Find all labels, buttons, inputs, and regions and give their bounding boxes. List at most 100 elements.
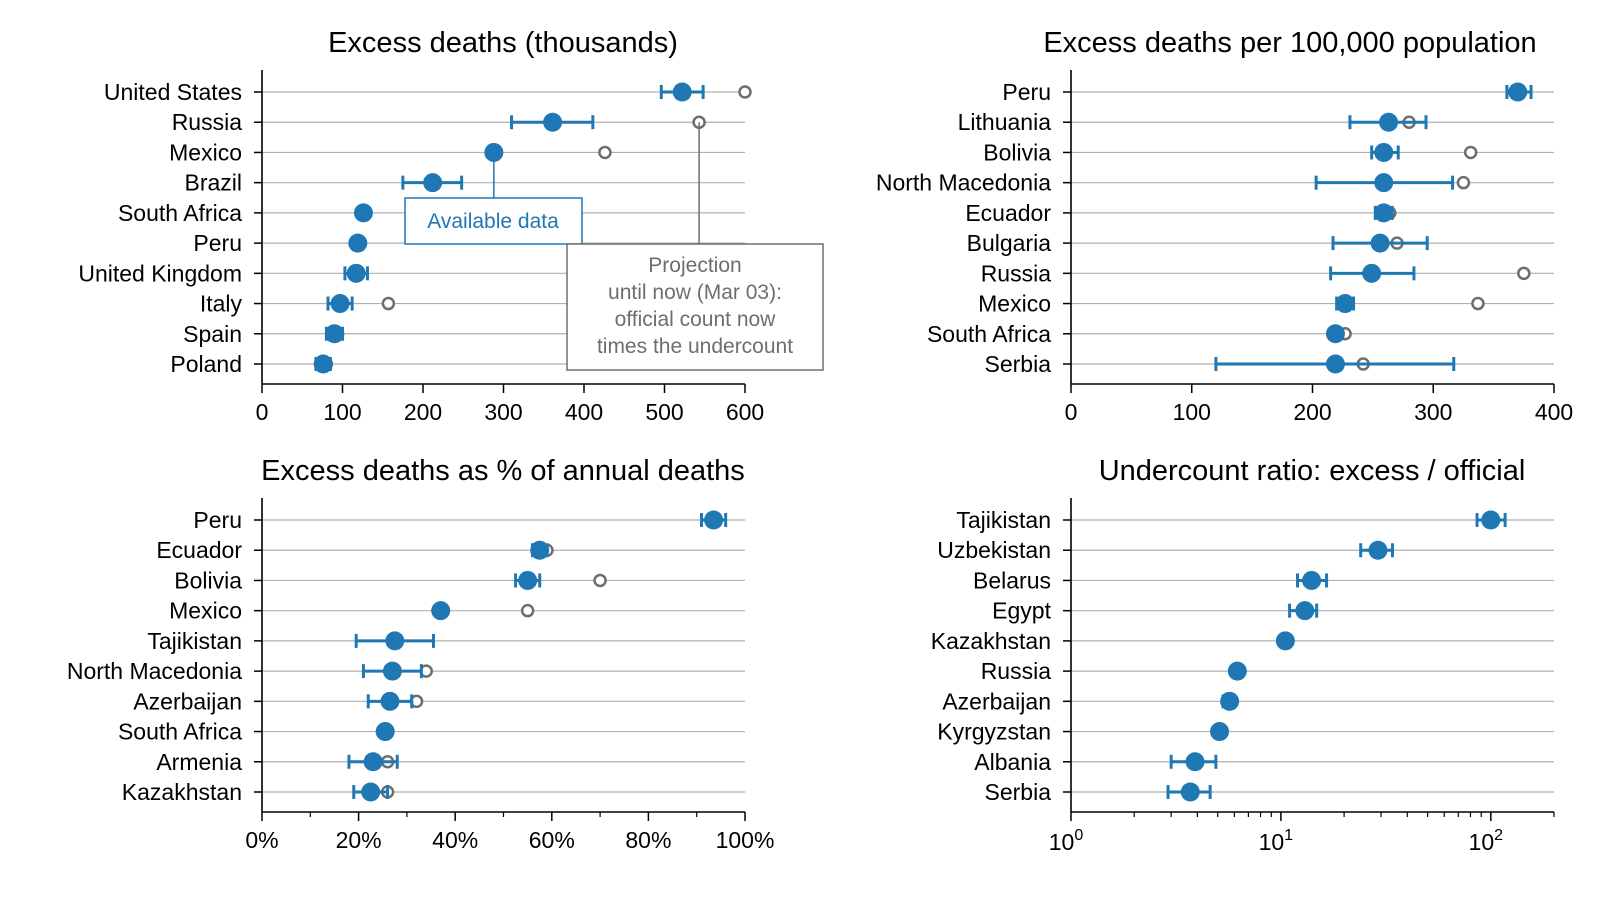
- data-point: [324, 324, 344, 344]
- x-tick-label: 0: [256, 399, 269, 425]
- category-label: Russia: [981, 658, 1052, 684]
- data-point: [1374, 173, 1394, 193]
- x-tick-label: 101: [1259, 827, 1294, 855]
- category-label: Bolivia: [983, 139, 1051, 165]
- category-label: South Africa: [118, 719, 242, 745]
- projection-point: [738, 85, 752, 99]
- category-label: Spain: [183, 321, 242, 347]
- category-label: Mexico: [978, 291, 1051, 317]
- data-point: [1220, 691, 1240, 711]
- x-tick-label: 0%: [245, 827, 278, 853]
- x-tick-label: 400: [565, 399, 603, 425]
- data-point: [1508, 82, 1528, 102]
- data-point: [1481, 510, 1501, 530]
- category-label: Peru: [193, 230, 242, 256]
- category-label: Serbia: [985, 779, 1052, 805]
- data-point: [363, 752, 383, 772]
- category-label: Italy: [200, 291, 243, 317]
- x-tick-label: 200: [1293, 399, 1331, 425]
- data-point: [1295, 601, 1315, 621]
- category-label: Kazakhstan: [122, 779, 242, 805]
- category-label: Ecuador: [965, 200, 1051, 226]
- data-point: [1275, 631, 1295, 651]
- category-label: Lithuania: [958, 109, 1052, 135]
- data-point: [348, 233, 368, 253]
- projection-point: [1463, 145, 1478, 160]
- data-point: [530, 540, 550, 560]
- data-point: [380, 691, 400, 711]
- category-label: Russia: [981, 260, 1052, 286]
- projection-point: [1517, 266, 1531, 281]
- category-label: Russia: [172, 109, 243, 135]
- chart-title: Excess deaths per 100,000 population: [1043, 27, 1536, 59]
- projection-point: [1456, 175, 1471, 190]
- data-point: [313, 354, 333, 374]
- category-label: Albania: [974, 749, 1051, 775]
- data-point: [1368, 540, 1388, 560]
- category-label: Mexico: [169, 139, 242, 165]
- x-tick-label: 500: [645, 399, 683, 425]
- category-label: North Macedonia: [67, 658, 242, 684]
- category-label: Tajikistan: [956, 507, 1051, 533]
- category-label: Armenia: [156, 749, 242, 775]
- category-label: Bolivia: [174, 567, 242, 593]
- data-point: [361, 782, 381, 802]
- annotation-box: [566, 243, 824, 371]
- x-tick-label: 100: [323, 399, 361, 425]
- projection-point: [593, 573, 607, 588]
- projection-point: [598, 145, 612, 160]
- x-tick-label: 200: [404, 399, 442, 425]
- data-point: [1370, 233, 1390, 253]
- category-label: South Africa: [118, 200, 242, 226]
- data-point: [1180, 782, 1200, 802]
- category-label: Azerbaijan: [942, 688, 1051, 714]
- data-point: [330, 294, 350, 314]
- chart-panel-2: Excess deaths per 100,000 population Peru…: [876, 27, 1573, 425]
- data-point: [1374, 203, 1394, 223]
- category-label: Poland: [170, 351, 242, 377]
- x-tick-label: 20%: [336, 827, 382, 853]
- x-tick-label: 300: [484, 399, 522, 425]
- x-tick-label: 60%: [529, 827, 575, 853]
- annotation-projection-line: Projection: [648, 254, 741, 277]
- annotation-projection-line: official count now: [615, 308, 777, 331]
- projection-point: [1471, 296, 1485, 311]
- data-point: [1379, 112, 1399, 132]
- category-label: Peru: [1002, 79, 1051, 105]
- category-label: Peru: [193, 507, 242, 533]
- x-tick-label: 100: [1049, 827, 1084, 855]
- chart-panel-4: Undercount ratio: excess / official Tajik…: [931, 455, 1555, 855]
- data-point: [1374, 142, 1394, 162]
- category-label: Egypt: [992, 598, 1051, 624]
- category-label: Belarus: [973, 567, 1051, 593]
- x-tick-label: 100: [1173, 399, 1211, 425]
- data-point: [672, 82, 692, 102]
- annotation-box: [404, 197, 583, 245]
- annotation-projection-line: times the undercount: [597, 335, 793, 358]
- data-point: [375, 722, 395, 742]
- data-point: [1335, 294, 1355, 314]
- data-point: [353, 203, 373, 223]
- data-point: [431, 601, 451, 621]
- data-point: [346, 263, 366, 283]
- chart-panel-1: Excess deaths (thousands) United States Ru…: [78, 27, 824, 425]
- projection-point: [381, 296, 396, 311]
- category-label: Serbia: [985, 351, 1052, 377]
- category-label: United States: [104, 79, 242, 105]
- data-point: [518, 570, 538, 590]
- x-tick-label: 600: [726, 399, 764, 425]
- annotation-projection-line: until now (Mar 03):: [608, 281, 782, 304]
- category-label: Mexico: [169, 598, 242, 624]
- data-point: [1185, 752, 1205, 772]
- data-point: [385, 631, 405, 651]
- data-point: [1227, 661, 1247, 681]
- chart-panel-3: Excess deaths as % of annual deaths Peru E…: [67, 455, 775, 853]
- category-label: Uzbekistan: [937, 537, 1051, 563]
- chart-title: Excess deaths (thousands): [328, 27, 678, 59]
- data-point: [1325, 354, 1345, 374]
- x-tick-label: 40%: [432, 827, 478, 853]
- data-point: [382, 661, 402, 681]
- category-label: United Kingdom: [78, 260, 242, 286]
